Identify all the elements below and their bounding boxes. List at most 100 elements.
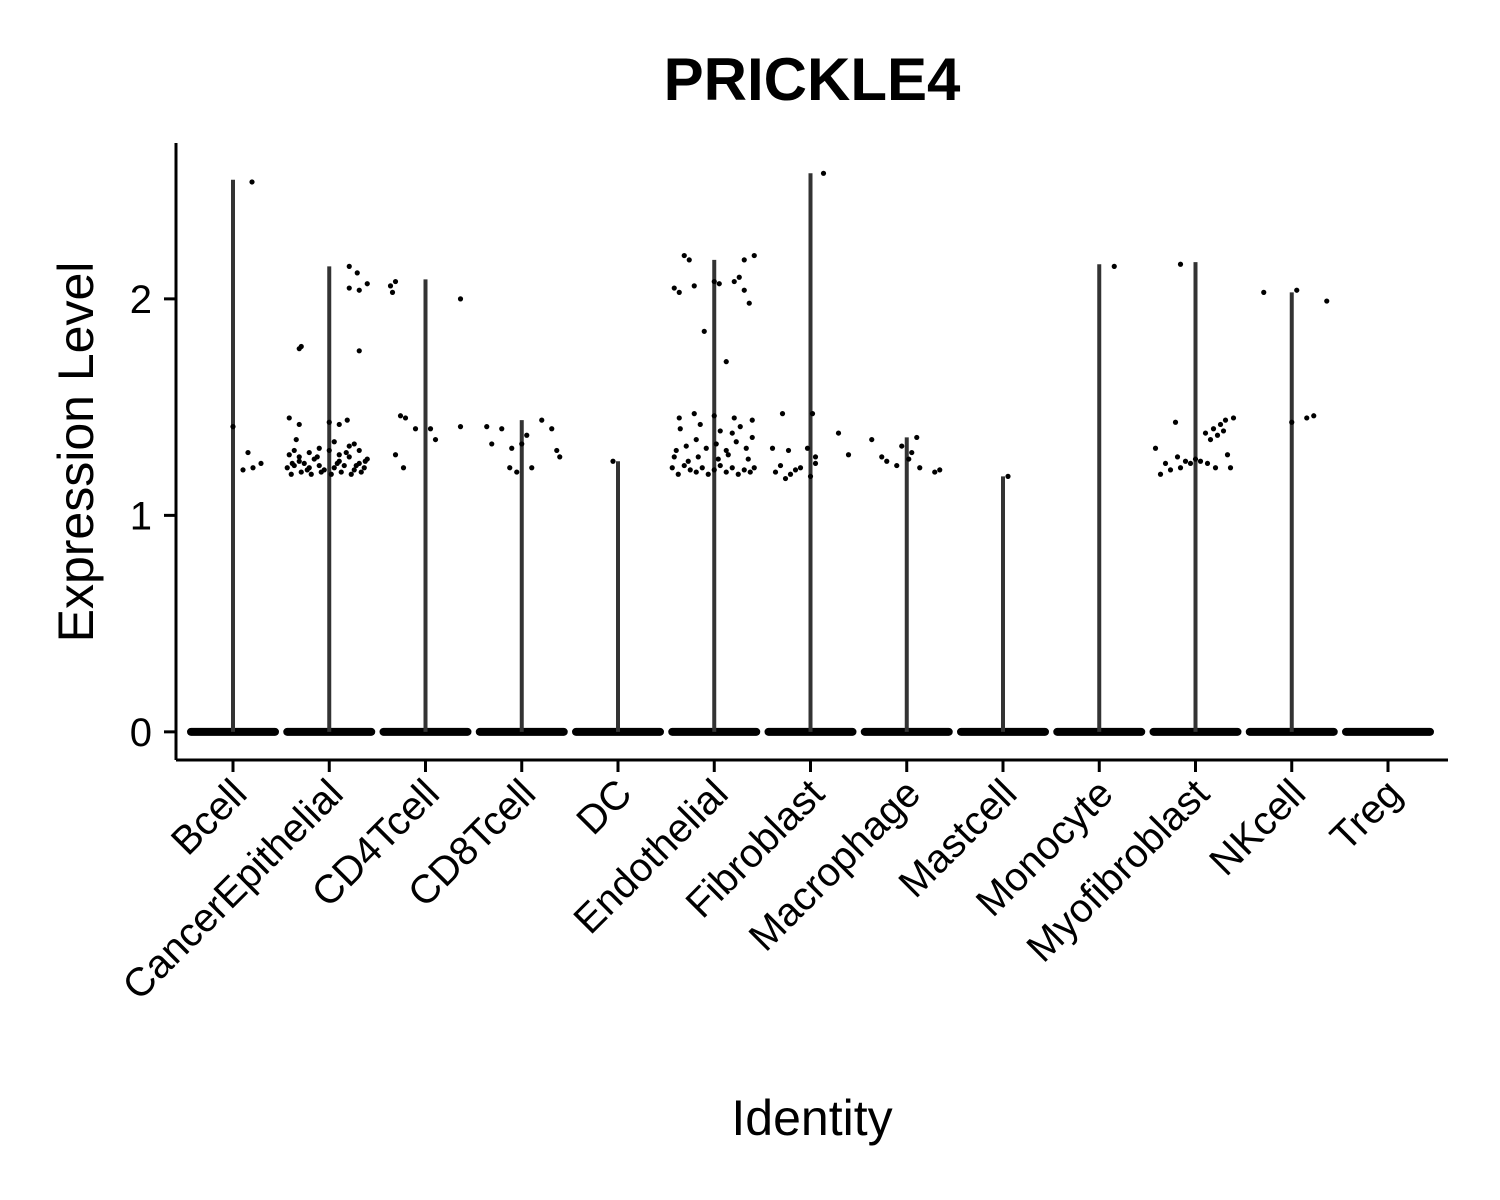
data-point (1222, 417, 1229, 423)
data-point (1217, 421, 1224, 428)
data-point (723, 359, 729, 365)
data-point (687, 467, 693, 473)
data-point (1192, 456, 1199, 462)
data-point (695, 454, 701, 460)
data-point (669, 465, 675, 471)
data-point (306, 449, 312, 456)
data-point (671, 285, 677, 291)
data-point (412, 426, 419, 432)
data-point (792, 467, 799, 473)
data-point (354, 270, 360, 276)
data-point (869, 436, 875, 443)
data-point (681, 252, 687, 259)
data-point (736, 274, 742, 280)
data-point (725, 452, 731, 458)
data-point (1182, 458, 1189, 464)
data-point (809, 411, 816, 417)
data-point (909, 449, 915, 456)
data-point (681, 462, 687, 469)
y-tick-label: 0 (130, 711, 152, 755)
data-point (1167, 467, 1174, 473)
data-point (812, 460, 819, 467)
data-point (427, 426, 434, 432)
x-tick-label: Treg (1322, 771, 1410, 859)
data-point (749, 417, 755, 423)
y-tick-label: 1 (130, 494, 152, 538)
data-point (509, 445, 515, 451)
data-point (741, 287, 747, 293)
data-point (336, 452, 342, 458)
data-point (230, 424, 236, 430)
data-point (301, 460, 307, 467)
data-point (397, 413, 404, 419)
data-point (845, 452, 852, 458)
data-point (1230, 415, 1237, 421)
data-point (356, 287, 362, 293)
data-point (249, 179, 255, 185)
data-point (1210, 426, 1217, 432)
data-point (1111, 263, 1117, 269)
data-point (673, 447, 679, 454)
data-point (703, 445, 709, 451)
data-point (699, 465, 705, 471)
data-point (686, 257, 692, 263)
data-point (769, 445, 776, 451)
data-point (457, 296, 464, 302)
data-point (387, 283, 394, 289)
x-tick-label: DC (568, 771, 640, 843)
data-point (554, 447, 560, 454)
data-point (316, 462, 322, 469)
data-point (296, 421, 302, 428)
data-point (1177, 261, 1184, 267)
data-point (341, 462, 347, 469)
data-point (751, 465, 757, 471)
data-point (701, 328, 707, 334)
data-point (747, 469, 753, 475)
data-point (358, 469, 364, 475)
data-point (484, 424, 490, 430)
data-point (772, 469, 779, 475)
data-point (1204, 460, 1211, 467)
data-point (1152, 445, 1159, 451)
data-point (499, 426, 505, 432)
data-point (346, 285, 352, 291)
data-point (286, 415, 292, 421)
data-point (1304, 415, 1310, 421)
data-point (711, 467, 717, 473)
data-point (389, 289, 396, 295)
data-point (334, 460, 340, 467)
data-point (286, 452, 292, 458)
data-point (549, 426, 555, 432)
data-point (741, 467, 747, 473)
data-point (250, 465, 256, 471)
data-point (1162, 460, 1169, 467)
data-point (685, 458, 691, 464)
data-point (457, 424, 464, 430)
data-point (557, 454, 563, 460)
data-point (519, 441, 525, 447)
data-point (804, 445, 811, 451)
data-point (1187, 460, 1194, 467)
data-point (400, 465, 407, 471)
data-point (258, 460, 264, 467)
data-point (392, 452, 399, 458)
data-point (331, 465, 337, 471)
data-point (1311, 413, 1317, 419)
data-point (807, 473, 814, 479)
data-point (331, 439, 337, 445)
data-point (1197, 458, 1204, 464)
data-point (1157, 471, 1164, 477)
data-point (298, 343, 304, 350)
data-point (729, 430, 735, 436)
data-point (899, 443, 905, 449)
data-point (1289, 419, 1295, 425)
data-point (489, 441, 495, 447)
data-point (1005, 473, 1011, 479)
plot-area: 012BcellCancerEpithelialCD4TcellCD8Tcell… (115, 143, 1448, 1008)
data-point (749, 434, 755, 441)
data-point (691, 283, 697, 289)
data-point (746, 300, 752, 306)
data-point (364, 281, 370, 287)
data-point (1324, 298, 1330, 304)
